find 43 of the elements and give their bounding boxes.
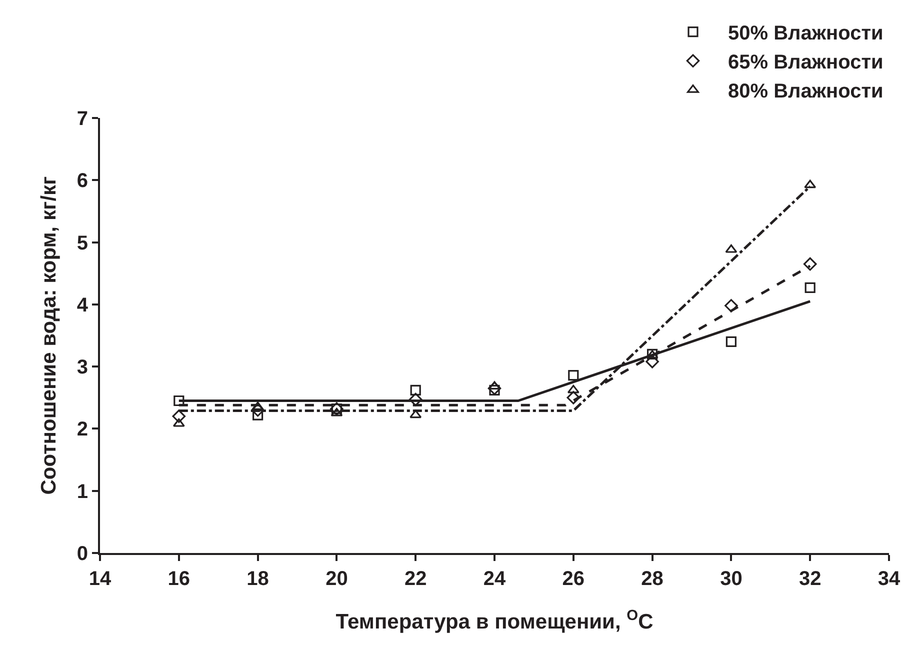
x-tick-label: 22	[404, 568, 427, 590]
point	[172, 410, 186, 423]
y-tick-label: 5	[76, 232, 88, 254]
point	[566, 390, 580, 404]
x-tick-label: 18	[246, 568, 269, 590]
y-tick-label: 4	[76, 294, 89, 316]
point	[408, 392, 422, 406]
x-tick-label: 26	[562, 568, 585, 590]
x-tick-label: 34	[878, 568, 901, 590]
x-tick-label: 28	[641, 568, 664, 590]
point	[252, 410, 264, 420]
x-tick-label: 24	[483, 568, 506, 590]
x-tick-label: 32	[798, 568, 822, 590]
y-tick-label: 0	[76, 543, 88, 565]
point	[646, 354, 659, 368]
legend-label: 80% Влажности	[728, 80, 884, 103]
point	[803, 257, 817, 271]
legend-label: 65% Влажности	[728, 52, 884, 74]
point	[568, 370, 579, 381]
point	[172, 418, 185, 427]
y-tick-label: 1	[76, 480, 88, 503]
point	[804, 180, 816, 188]
point	[567, 384, 580, 394]
y-axis-title: Соотношение вода: корм, кг/кг	[38, 176, 61, 495]
point	[725, 244, 738, 253]
point	[489, 384, 500, 396]
point	[330, 408, 343, 416]
y-tick-label: 6	[76, 170, 88, 192]
point	[804, 282, 816, 293]
y-tick-label: 7	[76, 108, 88, 130]
point	[174, 395, 184, 406]
x-tick-label: 30	[720, 568, 742, 590]
point	[726, 336, 736, 348]
point	[410, 410, 422, 418]
x-tick-label: 16	[168, 568, 190, 590]
x-tick-label: 14	[88, 568, 112, 590]
x-tick-label: 20	[326, 568, 348, 590]
point	[410, 384, 421, 396]
point	[724, 299, 738, 312]
y-tick-label: 2	[76, 418, 88, 441]
y-tick-label: 3	[76, 356, 88, 379]
legend-label: 50% Влажности	[728, 22, 884, 45]
x-axis-title: Температура в помещении, $^{O}$C	[336, 608, 654, 634]
